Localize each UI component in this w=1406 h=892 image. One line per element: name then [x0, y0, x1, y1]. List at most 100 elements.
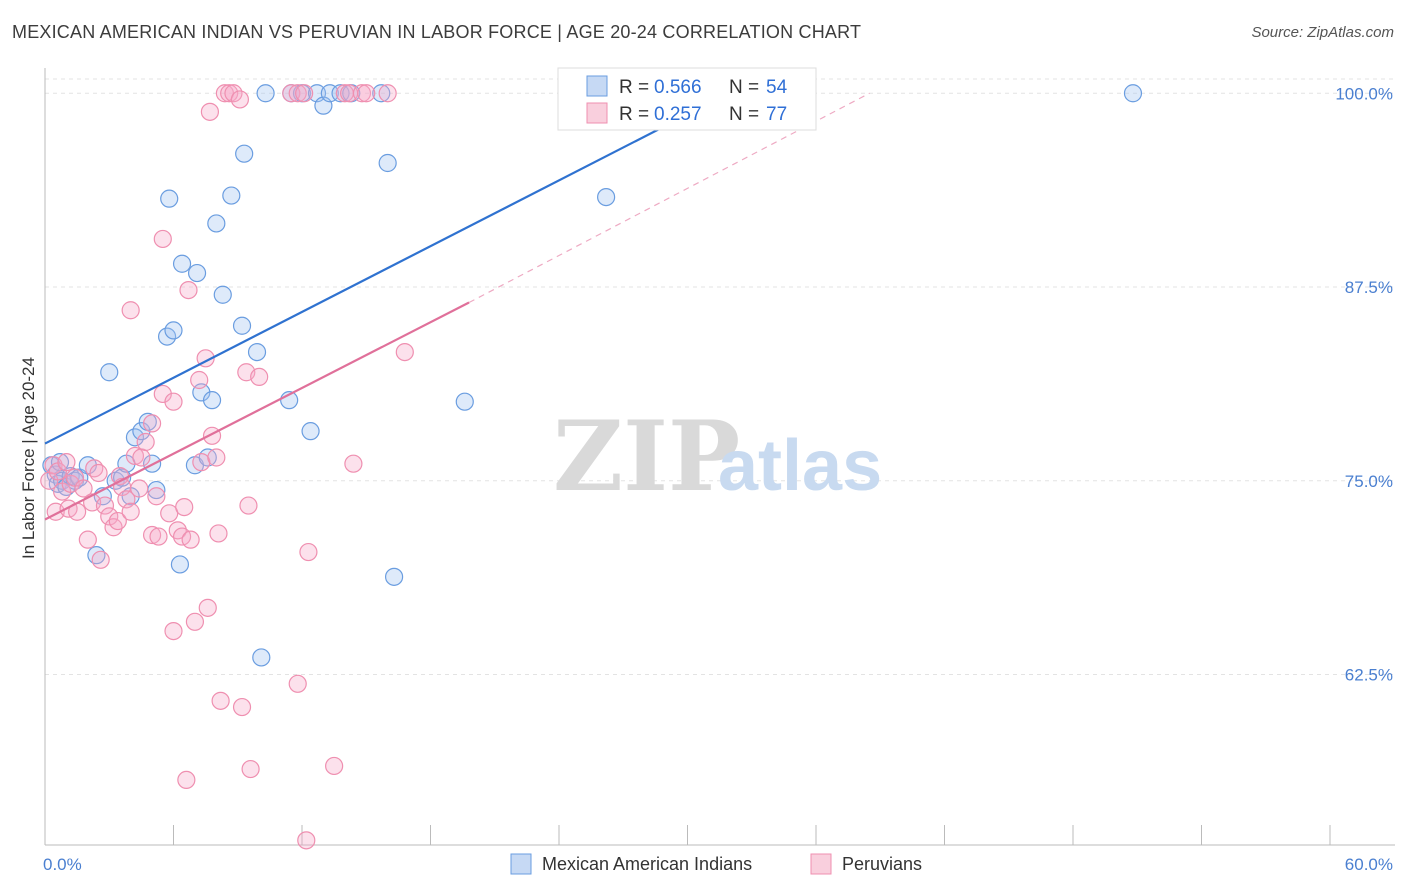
point-peruvian-26	[130, 479, 149, 498]
point-peruvian-27	[132, 448, 151, 467]
point-mexican-50	[378, 153, 397, 173]
x-tick-label-1: 60.0%	[1345, 855, 1393, 874]
point-peruvian-16	[95, 496, 115, 515]
point-peruvian-44	[185, 612, 205, 631]
point-mexican-31	[202, 391, 222, 410]
point-peruvian-36	[164, 392, 183, 411]
point-peruvian-49	[200, 102, 220, 121]
point-peruvian-65	[288, 674, 307, 693]
point-mexican-39	[256, 84, 275, 103]
point-mexican-49	[372, 84, 391, 103]
point-peruvian-41	[177, 770, 196, 790]
bottom-legend: Mexican American Indians Peruvians	[510, 853, 922, 875]
chart-title: MEXICAN AMERICAN INDIAN VS PERUVIAN IN L…	[12, 22, 862, 42]
point-peruvian-29	[142, 525, 162, 545]
point-peruvian-23	[121, 502, 140, 521]
point-peruvian-19	[108, 511, 127, 531]
point-peruvian-11	[78, 530, 97, 549]
bottom-legend-label-peruvian: Peruvians	[842, 854, 922, 874]
point-peruvian-66	[295, 84, 314, 103]
point-mexican-46	[320, 84, 339, 103]
point-peruvian-63	[282, 84, 301, 103]
point-mexican-32	[207, 214, 226, 233]
point-peruvian-62	[250, 367, 269, 386]
source-label: Source: ZipAtlas.com	[1251, 24, 1394, 41]
point-peruvian-76	[395, 343, 414, 362]
point-peruvian-5	[57, 453, 76, 472]
point-peruvian-67	[297, 831, 316, 850]
legend-r-value-1: 0.566	[654, 77, 702, 98]
bottom-legend-swatch-peruvian	[810, 853, 832, 875]
legend-swatch-mexican	[586, 75, 608, 97]
point-peruvian-14	[89, 463, 108, 483]
point-mexican-43	[301, 422, 320, 441]
point-peruvian-25	[125, 446, 145, 466]
point-peruvian-75	[378, 84, 397, 103]
point-peruvian-73	[352, 84, 372, 103]
watermark-atlas: atlas	[718, 426, 882, 506]
point-peruvian-61	[241, 759, 260, 779]
point-mexican-38	[252, 648, 271, 667]
legend-n-value-2: 77	[766, 104, 787, 125]
point-mexican-26	[172, 254, 192, 273]
point-peruvian-68	[299, 542, 318, 562]
point-peruvian-53	[211, 691, 230, 710]
legend-n-label-1: N =	[729, 77, 759, 98]
point-peruvian-40	[175, 498, 194, 517]
point-mexican-34	[222, 186, 241, 205]
point-peruvian-37	[164, 621, 183, 641]
point-mexican-51	[384, 567, 404, 586]
axes	[44, 68, 1395, 846]
point-peruvian-51	[207, 448, 226, 467]
point-peruvian-57	[230, 90, 249, 109]
point-mexican-54	[1123, 84, 1143, 103]
point-mexican-25	[170, 555, 190, 574]
point-mexican-52	[455, 392, 474, 411]
point-mexican-12	[100, 363, 119, 382]
point-peruvian-10	[74, 479, 93, 498]
point-peruvian-43	[181, 530, 200, 549]
point-peruvian-69	[325, 756, 344, 776]
legend: R = 0.566 N = 54 R = 0.257 N = 77	[557, 67, 817, 131]
point-peruvian-32	[149, 527, 168, 546]
point-peruvian-60	[239, 496, 258, 515]
point-peruvian-31	[147, 487, 166, 506]
trend-line-peruvian	[44, 301, 470, 521]
point-peruvian-28	[136, 432, 155, 452]
point-peruvian-24	[121, 301, 140, 320]
point-peruvian-74	[357, 84, 376, 103]
point-mexican-53	[597, 188, 616, 207]
point-mexican-36	[235, 144, 254, 163]
data-points	[40, 84, 1143, 850]
watermark-zip: ZIP	[553, 400, 740, 513]
y-tick-label-0: 62.5%	[1345, 666, 1393, 685]
point-peruvian-30	[142, 414, 162, 433]
legend-r-label-2: R =	[619, 104, 649, 125]
legend-swatch-peruvian	[586, 102, 608, 124]
point-peruvian-46	[192, 453, 211, 472]
point-mexican-24	[164, 321, 183, 340]
point-peruvian-72	[344, 454, 363, 473]
point-mexican-33	[213, 285, 232, 304]
point-peruvian-55	[220, 84, 239, 103]
point-peruvian-64	[288, 84, 307, 103]
bottom-legend-swatch-mexican	[510, 853, 532, 875]
point-peruvian-58	[232, 697, 252, 717]
point-peruvian-17	[100, 507, 119, 526]
y-tick-label-1: 75.0%	[1345, 472, 1393, 491]
point-peruvian-15	[91, 550, 110, 569]
legend-n-label-2: N =	[729, 104, 759, 125]
y-axis-label: In Labor Force | Age 20-24	[19, 357, 38, 559]
y-tick-label-3: 100.0%	[1335, 84, 1393, 103]
point-mexican-23	[160, 189, 179, 208]
bottom-legend-label-mexican: Mexican American Indians	[542, 854, 752, 874]
trend-line-mexican	[44, 75, 763, 445]
point-peruvian-45	[190, 370, 209, 390]
y-tick-label-2: 87.5%	[1345, 278, 1393, 297]
point-mexican-35	[232, 316, 252, 335]
legend-r-value-2: 0.257	[654, 104, 702, 125]
x-tick-label-0: 0.0%	[43, 855, 82, 874]
point-peruvian-34	[153, 229, 172, 249]
point-mexican-28	[187, 263, 207, 283]
